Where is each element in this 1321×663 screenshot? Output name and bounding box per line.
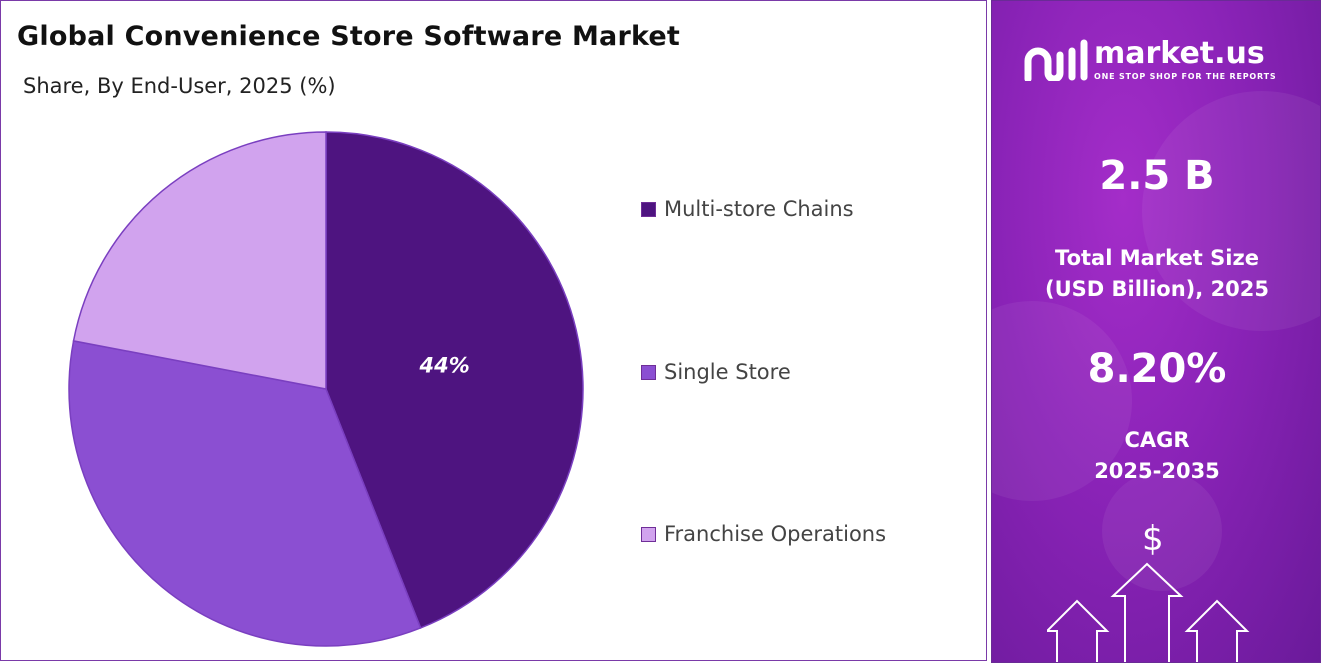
brand-name: market.us [1094,36,1265,71]
market-size-label-line1: Total Market Size [1055,246,1259,270]
pie-slice-multi-store-chains [325,131,584,629]
legend-swatch [641,201,656,217]
legend-label: Single Store [664,360,791,384]
cagr-label-line2: 2025-2035 [1094,459,1220,483]
legend-item: Multi-store Chains [641,197,854,221]
background-decoration [1102,471,1222,591]
chart-title: Global Convenience Store Software Market [17,21,681,52]
market-size-value: 2.5 B [1099,153,1215,199]
legend-swatch [641,526,656,542]
dollar-icon: $ [1142,519,1164,559]
data-label: 44% [419,353,470,377]
brand-logo: market.us ONE STOP SHOP FOR THE REPORTS [1022,39,1276,81]
pie-chart: 44% [68,131,584,647]
growth-arrows-icon [1047,562,1250,662]
background-decoration [1142,91,1320,331]
legend-label: Multi-store Chains [664,197,854,221]
cagr-label-line1: CAGR [1124,428,1190,452]
chart-subtitle: Share, By End-User, 2025 (%) [23,74,336,98]
cagr-value: 8.20% [1087,346,1227,392]
pie-slice-franchise-operations [72,131,327,390]
legend-swatch [641,364,656,380]
market-us-logo-icon [1024,39,1088,81]
legend-item: Single Store [641,360,791,384]
pie-slice-single-store [68,339,422,647]
stats-sidebar: market.us ONE STOP SHOP FOR THE REPORTS … [991,0,1321,663]
brand-tagline: ONE STOP SHOP FOR THE REPORTS [1094,72,1277,81]
chart-panel: Global Convenience Store Software Market… [0,0,987,661]
legend-item: Franchise Operations [641,522,886,546]
market-size-label-line2: (USD Billion), 2025 [1044,277,1270,301]
legend-label: Franchise Operations [664,522,887,546]
